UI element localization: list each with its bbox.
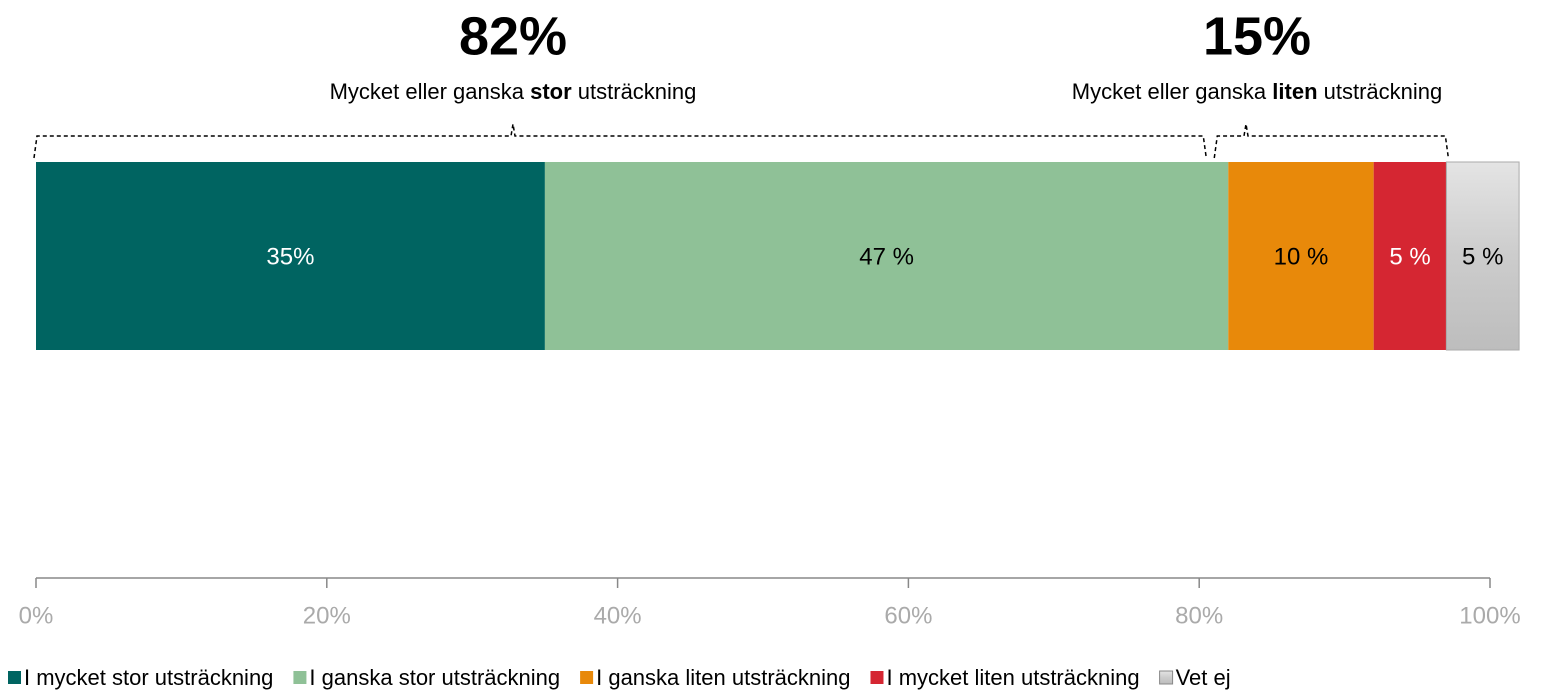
caption-part: Mycket eller ganska [1072,79,1273,104]
bar-segment [1373,162,1447,350]
annotation-value: 82% [459,6,567,66]
caption-part: Mycket eller ganska [330,79,531,104]
annotation-value: 15% [1203,6,1311,66]
x-tick-label: 100% [1459,602,1520,629]
data-label: 10 % [1274,243,1329,270]
data-label: 5 % [1389,243,1430,270]
legend-swatch [293,671,307,684]
legend-swatch [870,671,884,684]
annotation-caption: Mycket eller ganska liten utsträckning [1072,79,1443,104]
x-tick-label: 0% [19,602,54,629]
x-tick-label: 60% [884,602,932,629]
legend-label: Vet ej [1176,665,1231,690]
bracket [33,123,1208,159]
bar-segment [544,162,1229,350]
data-label: 5 % [1462,243,1503,270]
bar-segment [1445,161,1520,351]
caption-part: utsträckning [572,79,697,104]
annotation-caption: Mycket eller ganska stor utsträckning [330,79,697,104]
legend-label: I mycket liten utsträckning [886,665,1139,690]
legend-label: I mycket stor utsträckning [24,665,273,690]
x-tick-label: 40% [594,602,642,629]
bar-segment [36,162,545,350]
legend-swatch [1159,670,1174,685]
legend-label: I ganska stor utsträckning [309,665,560,690]
x-tick-label: 80% [1175,602,1223,629]
bar-segment [1228,162,1374,350]
x-tick-label: 20% [303,602,351,629]
data-label: 35% [266,243,314,270]
bracket [1213,123,1450,159]
caption-part: stor [530,79,572,104]
caption-part: utsträckning [1318,79,1443,104]
data-label: 47 % [859,243,914,270]
caption-part: liten [1272,79,1317,104]
legend-swatch [8,671,21,684]
legend-label: I ganska liten utsträckning [596,665,850,690]
legend-swatch [580,671,594,684]
